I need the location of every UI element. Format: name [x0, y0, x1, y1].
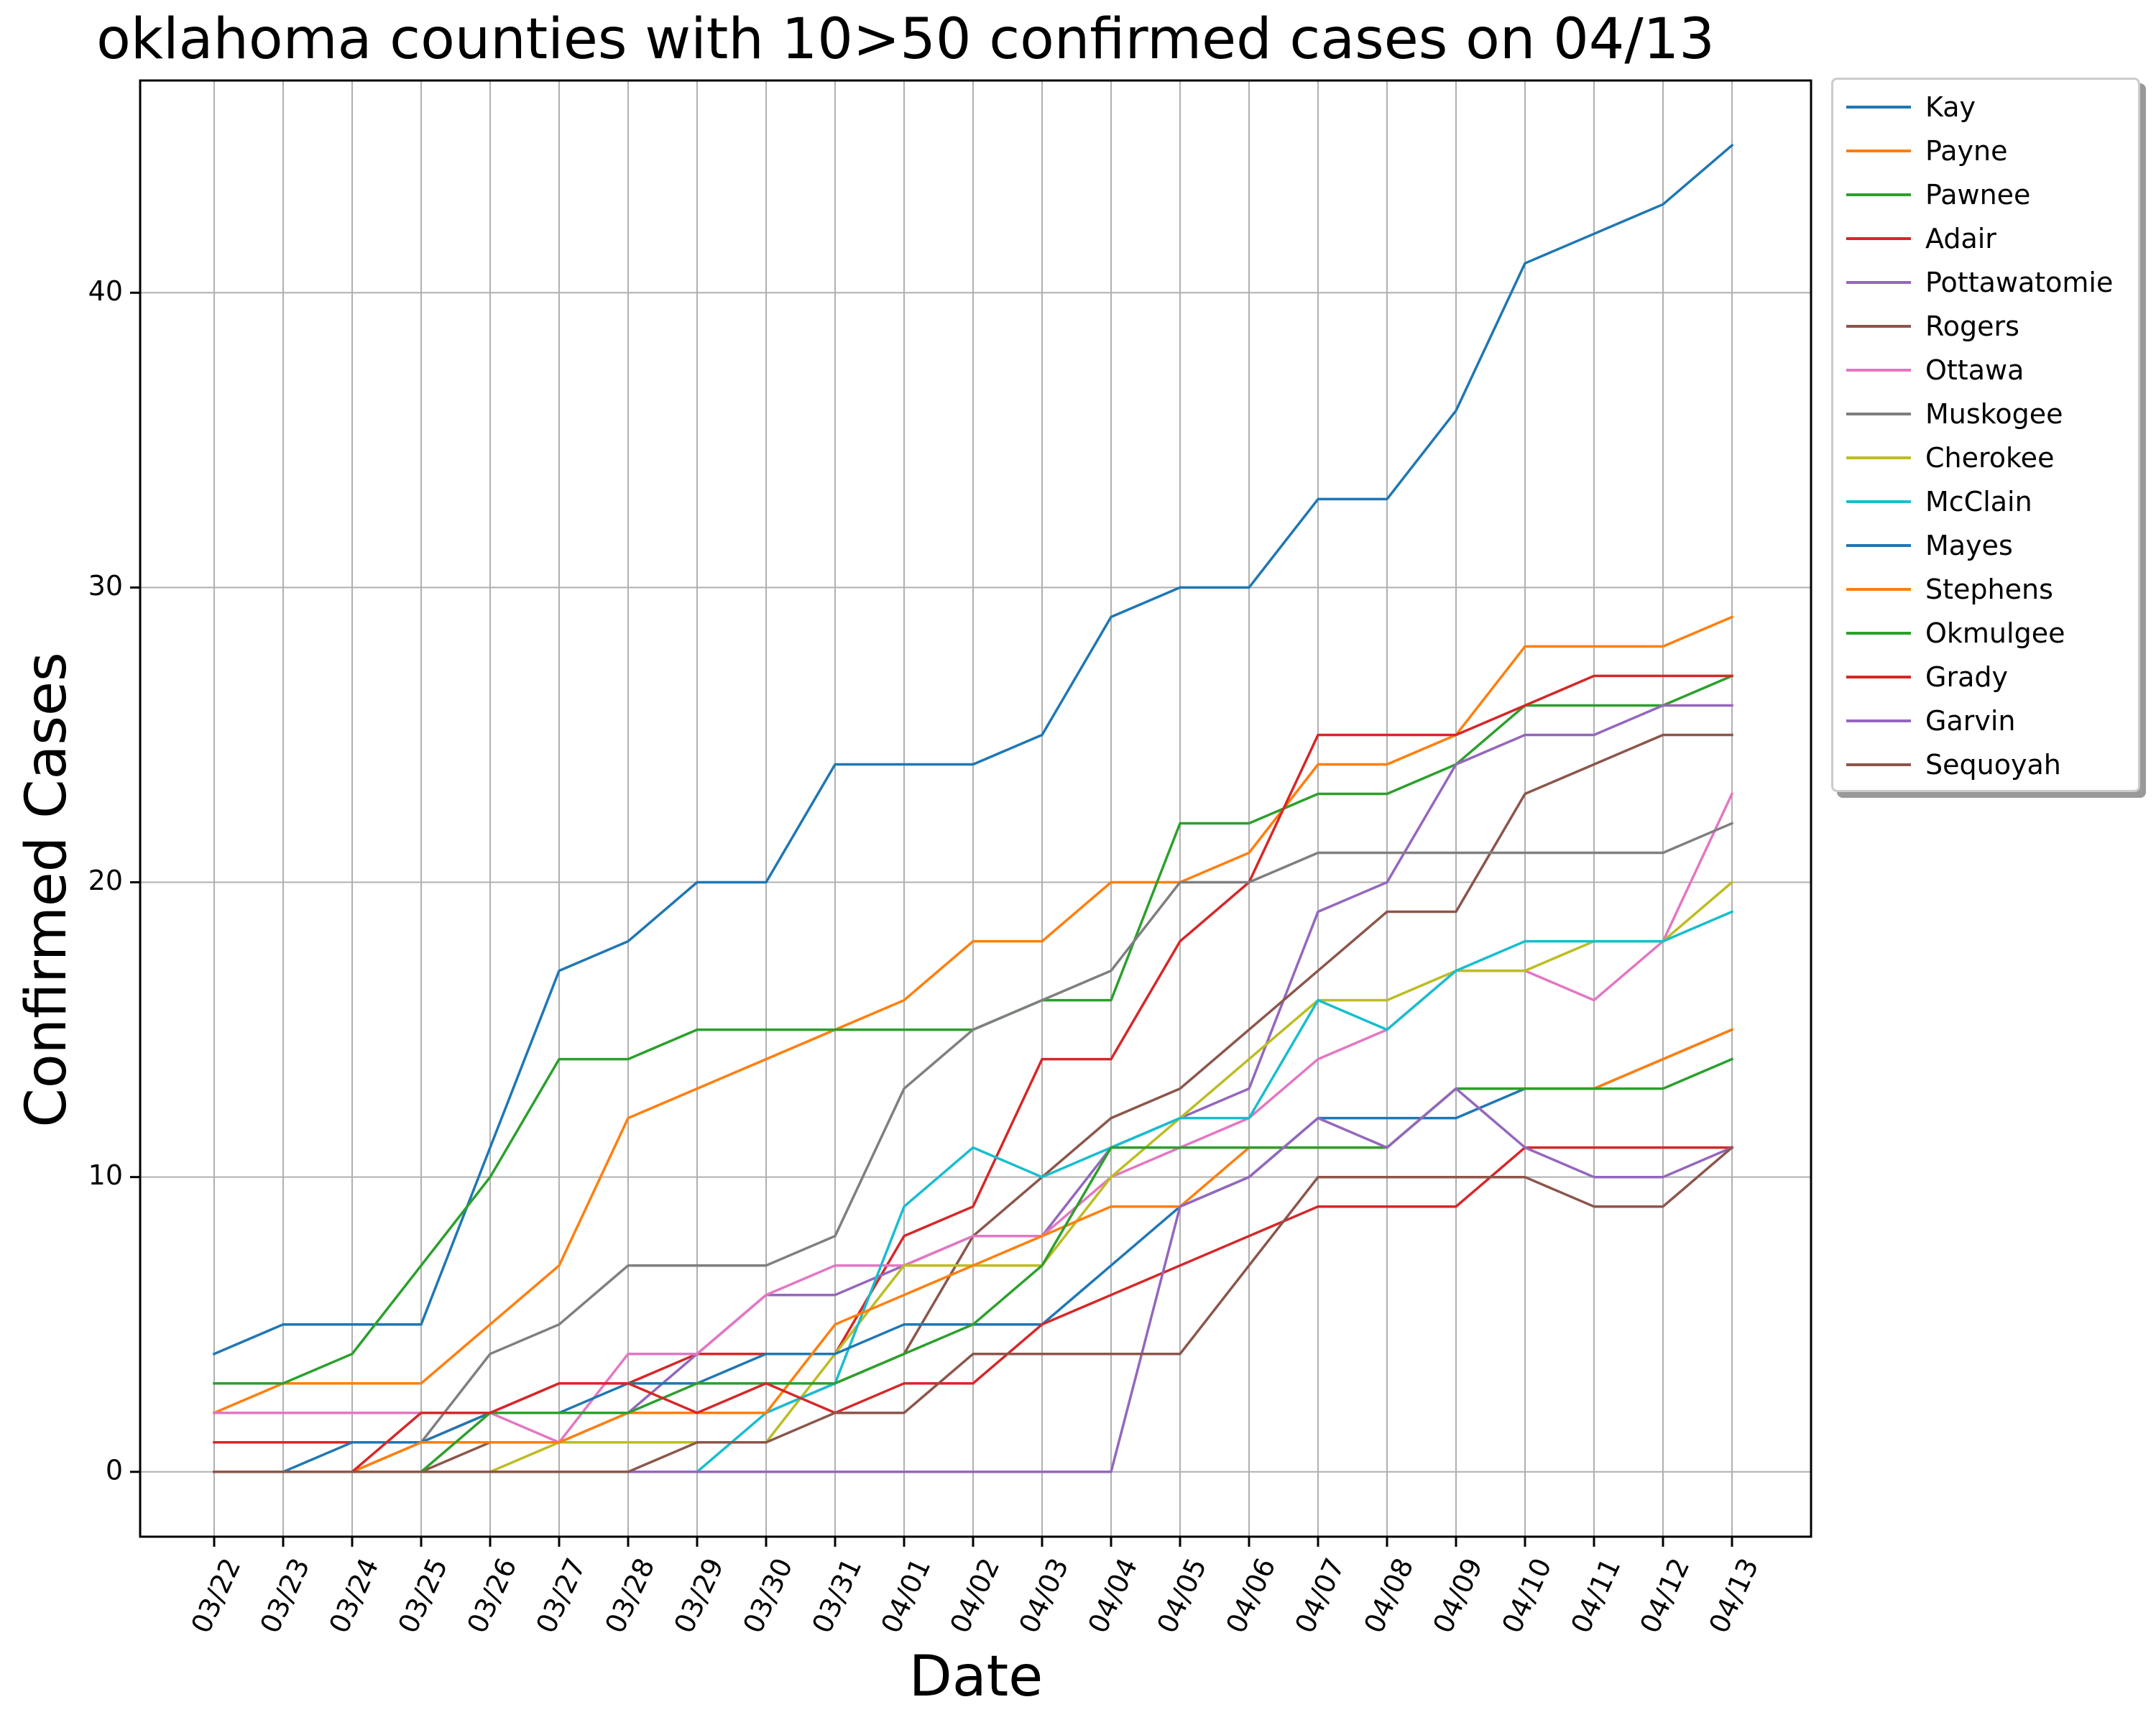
legend-item-sequoyah: Sequoyah — [1833, 743, 2138, 786]
legend-swatch — [1846, 500, 1911, 503]
x-tick-label: 03/28 — [599, 1553, 660, 1638]
legend-swatch — [1846, 763, 1911, 766]
x-tick-label: 03/29 — [668, 1553, 729, 1638]
legend-label: Kay — [1925, 91, 1976, 123]
legend-swatch — [1846, 544, 1911, 547]
x-tick-label: 03/24 — [323, 1553, 384, 1638]
legend-item-ottawa: Ottawa — [1833, 349, 2138, 392]
series-lines — [212, 143, 1734, 1473]
legend-item-okmulgee: Okmulgee — [1833, 612, 2138, 655]
legend-label: Pottawatomie — [1925, 267, 2114, 298]
y-tick-label: 40 — [88, 275, 123, 307]
x-tick-label: 03/25 — [392, 1553, 453, 1638]
x-tick-label: 04/06 — [1220, 1553, 1281, 1638]
legend-item-adair: Adair — [1833, 217, 2138, 260]
legend-item-rogers: Rogers — [1833, 305, 2138, 348]
legend-swatch — [1846, 193, 1911, 196]
legend-item-kay: Kay — [1833, 86, 2138, 129]
series-line-okmulgee — [213, 1057, 1734, 1473]
legend-swatch — [1846, 237, 1911, 240]
x-tick-label: 04/02 — [944, 1553, 1005, 1638]
y-tick-label: 0 — [106, 1454, 123, 1486]
legend: Kay Payne Pawnee Adair Pottawatomie Rogers Ott… — [1831, 78, 2140, 792]
legend-swatch — [1846, 106, 1911, 109]
x-tick-label: 04/12 — [1634, 1553, 1695, 1638]
legend-swatch — [1846, 632, 1911, 635]
legend-item-grady: Grady — [1833, 656, 2138, 699]
plot-area-frame — [139, 79, 1812, 1538]
x-tick-label: 03/22 — [185, 1553, 247, 1638]
legend-label: Garvin — [1925, 705, 2016, 737]
legend-label: Rogers — [1925, 310, 2019, 342]
legend-swatch — [1846, 150, 1911, 152]
axis-ticks: 03/22 03/23 03/24 03/25 03/26 03/27 03/28 03/29… — [88, 275, 1765, 1638]
legend-item-payne: Payne — [1833, 129, 2138, 172]
legend-item-garvin: Garvin — [1833, 699, 2138, 742]
y-tick-label: 30 — [88, 570, 123, 602]
series-line-grady — [213, 1146, 1733, 1473]
x-tick-label: 04/10 — [1496, 1553, 1557, 1638]
grid-lines — [140, 80, 1811, 1537]
x-tick-label: 04/04 — [1082, 1553, 1143, 1638]
legend-swatch — [1846, 413, 1911, 415]
legend-swatch — [1846, 719, 1911, 722]
legend-item-pottawatomie: Pottawatomie — [1833, 261, 2138, 304]
legend-label: Mayes — [1925, 530, 2013, 561]
x-tick-label: 04/05 — [1151, 1553, 1212, 1638]
legend-label: Payne — [1925, 135, 2008, 167]
legend-label: Stephens — [1925, 574, 2053, 605]
x-tick-label: 03/31 — [806, 1553, 867, 1638]
legend-item-mayes: Mayes — [1833, 524, 2138, 567]
legend-item-muskogee: Muskogee — [1833, 392, 2138, 436]
series-line-muskogee — [213, 822, 1734, 1473]
legend-label: Adair — [1925, 223, 1996, 254]
x-tick-label: 03/30 — [737, 1553, 798, 1638]
legend-swatch — [1846, 325, 1911, 328]
legend-swatch — [1846, 281, 1911, 284]
legend-label: McClain — [1925, 486, 2032, 518]
y-tick-label: 10 — [88, 1159, 123, 1191]
x-tick-label: 04/07 — [1289, 1553, 1350, 1638]
y-tick-label: 20 — [88, 865, 123, 896]
x-tick-label: 03/23 — [254, 1553, 315, 1638]
legend-label: Sequoyah — [1925, 749, 2061, 781]
legend-item-mcclain: McClain — [1833, 480, 2138, 523]
legend-label: Cherokee — [1925, 442, 2055, 474]
x-tick-label: 04/03 — [1013, 1553, 1074, 1638]
legend-label: Okmulgee — [1925, 617, 2065, 649]
legend-item-pawnee: Pawnee — [1833, 173, 2138, 216]
legend-item-stephens: Stephens — [1833, 568, 2138, 611]
legend-swatch — [1846, 588, 1911, 591]
x-tick-label: 04/13 — [1703, 1553, 1764, 1638]
x-tick-label: 04/09 — [1427, 1553, 1488, 1638]
series-line-payne — [212, 615, 1734, 1414]
chart-title: oklahoma counties with 10>50 confirmed c… — [96, 7, 1715, 72]
legend-swatch — [1846, 456, 1911, 459]
legend-swatch — [1846, 369, 1911, 372]
x-tick-label: 04/08 — [1358, 1553, 1419, 1638]
legend-item-cherokee: Cherokee — [1833, 436, 2138, 479]
x-tick-label: 03/27 — [530, 1553, 591, 1638]
x-axis-label: Date — [908, 1644, 1044, 1709]
x-tick-label: 03/26 — [461, 1553, 522, 1638]
legend-label: Pawnee — [1925, 179, 2031, 211]
legend-swatch — [1846, 676, 1911, 678]
legend-label: Grady — [1925, 661, 2008, 693]
x-tick-label: 04/11 — [1565, 1553, 1626, 1638]
legend-label: Muskogee — [1925, 398, 2063, 430]
series-line-sequoyah — [213, 1146, 1734, 1473]
x-tick-label: 04/01 — [875, 1553, 936, 1638]
y-axis-label: Confirmed Cases — [14, 652, 79, 1128]
legend-label: Ottawa — [1925, 354, 2024, 386]
